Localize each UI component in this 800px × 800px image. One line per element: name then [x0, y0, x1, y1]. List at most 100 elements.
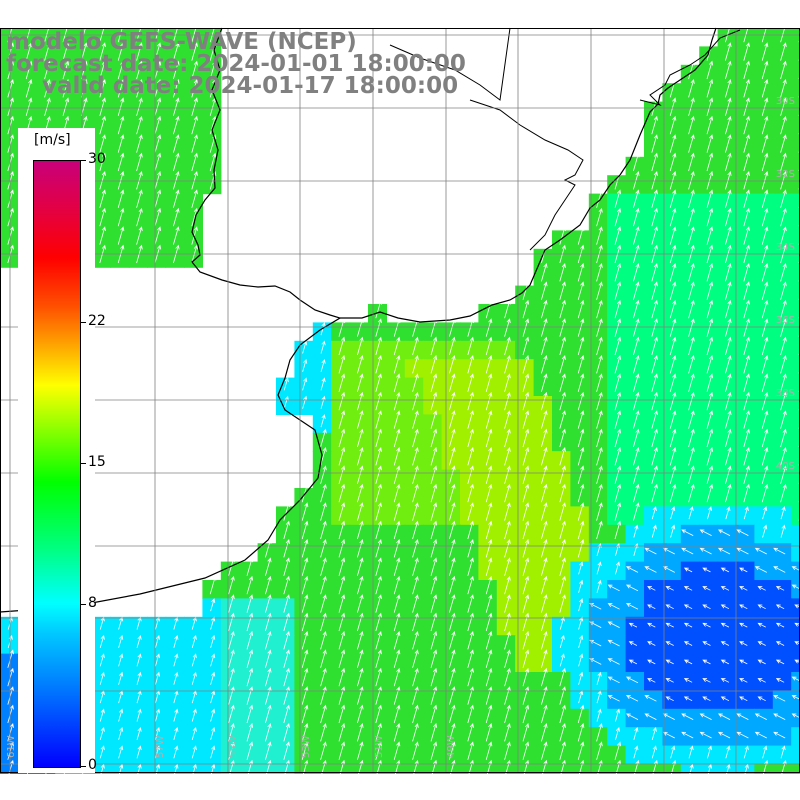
wind-arrow — [154, 189, 162, 208]
wind-arrow — [541, 483, 548, 503]
coast-detail — [639, 29, 741, 106]
wind-arrow — [228, 723, 235, 742]
wind-cell — [791, 672, 800, 691]
wind-arrow — [559, 483, 566, 503]
wind-arrow — [430, 391, 438, 411]
wind-arrow — [504, 483, 511, 503]
wind-arrow — [688, 79, 695, 98]
wind-arrow — [651, 726, 657, 741]
wind-arrow — [596, 299, 603, 319]
wind-arrow — [541, 428, 548, 448]
wind-arrow — [393, 575, 401, 595]
wind-arrow — [665, 696, 674, 702]
wind-arrow — [775, 641, 785, 646]
wind-arrow — [375, 336, 382, 356]
wind-arrow — [117, 226, 125, 245]
wind-arrow — [541, 649, 548, 668]
wind-arrow — [504, 373, 511, 392]
wind-arrow — [99, 634, 105, 649]
wind-arrow — [485, 373, 493, 392]
wind-arrow — [725, 506, 731, 520]
wind-arrow — [265, 704, 272, 724]
wind-arrow — [449, 557, 456, 576]
wind-arrow — [761, 299, 769, 319]
wind-arrow — [669, 465, 677, 484]
wind-arrow — [338, 355, 346, 374]
wind-arrow — [743, 281, 750, 300]
wind-arrow — [702, 586, 711, 591]
wind-arrow — [412, 447, 419, 466]
wind-arrow — [596, 502, 603, 521]
wind-arrow — [699, 731, 712, 739]
wind-arrow — [614, 336, 622, 356]
wind-arrow — [136, 79, 143, 98]
wind-arrow — [743, 226, 750, 245]
wind-arrow — [559, 723, 566, 742]
wind-arrow — [761, 152, 769, 172]
wind-arrow — [644, 713, 657, 720]
colorbar-gradient — [33, 160, 81, 768]
wind-arrow — [393, 373, 401, 392]
wind-arrow — [62, 42, 70, 61]
wind-arrow — [155, 763, 160, 774]
wind-arrow — [210, 726, 216, 741]
wind-arrow — [743, 115, 750, 135]
wind-arrow — [375, 520, 382, 540]
wind-arrow — [449, 612, 456, 632]
wind-arrow — [265, 667, 272, 687]
wind-arrow — [725, 134, 732, 153]
wind-arrow — [541, 410, 548, 429]
wind-arrow — [689, 763, 694, 774]
wind-arrow — [117, 42, 125, 61]
wind-arrow — [559, 299, 566, 319]
wind-arrow — [430, 686, 438, 705]
wind-arrow — [467, 483, 474, 503]
wind-arrow — [357, 447, 364, 466]
wind-arrow — [775, 659, 785, 665]
wind-arrow — [541, 539, 548, 558]
wind-arrow — [780, 745, 786, 759]
wind-arrow — [670, 745, 676, 759]
wind-arrow — [522, 539, 530, 558]
wind-arrow — [99, 745, 105, 759]
wind-arrow — [541, 502, 548, 521]
wind-arrow — [62, 97, 70, 116]
wind-arrow — [320, 686, 327, 705]
wind-arrow — [301, 741, 309, 760]
wind-arrow — [688, 373, 695, 392]
wind-arrow — [210, 653, 216, 667]
wind-arrow — [320, 557, 327, 576]
wind-arrow — [449, 483, 456, 503]
wind-arrow — [720, 696, 730, 702]
wind-arrow — [412, 612, 419, 632]
wind-arrow — [228, 594, 235, 613]
wind-arrow — [589, 658, 602, 665]
wind-arrow — [577, 373, 585, 392]
wind-arrow — [522, 373, 530, 392]
wind-arrow — [559, 263, 566, 282]
wind-arrow — [246, 575, 254, 595]
wind-arrow — [651, 428, 658, 448]
wind-cell — [791, 708, 800, 728]
wind-cell — [791, 248, 800, 268]
wind-arrow — [669, 152, 677, 172]
wind-arrow — [393, 483, 401, 503]
wind-arrow — [651, 318, 658, 337]
wind-arrow — [702, 641, 711, 646]
wind-arrow — [683, 622, 693, 628]
wind-arrow — [522, 428, 530, 448]
wind-arrow — [522, 741, 530, 760]
wind-arrow — [375, 502, 382, 521]
wind-arrow — [706, 115, 714, 135]
wind-arrow — [669, 189, 677, 208]
wind-arrow — [375, 539, 382, 558]
wind-cell — [147, 764, 167, 774]
wind-arrow — [412, 741, 419, 760]
wind-arrow — [412, 667, 419, 687]
wind-arrow — [393, 557, 401, 576]
wind-arrow — [25, 60, 33, 80]
wind-arrow — [596, 671, 602, 685]
wind-arrow — [430, 465, 438, 484]
wind-arrow — [688, 97, 695, 116]
wind-arrow — [449, 447, 456, 466]
